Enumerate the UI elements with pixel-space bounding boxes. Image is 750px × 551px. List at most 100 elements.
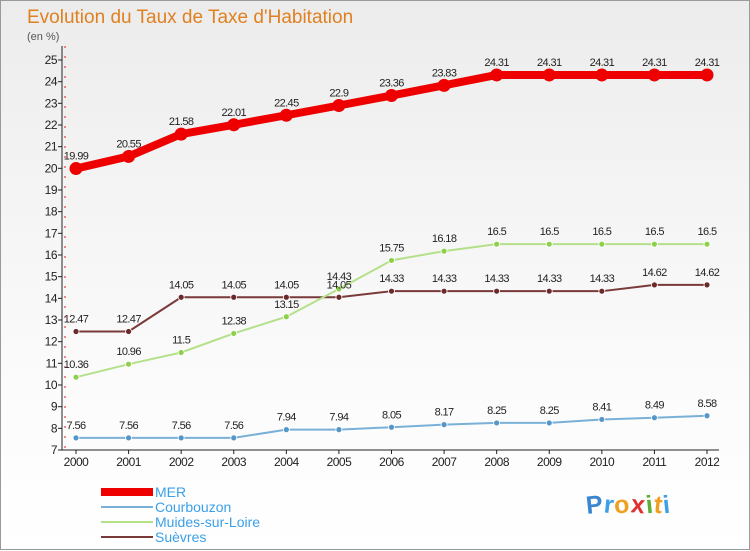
y-tick-label: 11 xyxy=(46,356,58,370)
x-tick-label: 2011 xyxy=(643,455,668,469)
data-point xyxy=(72,434,80,442)
data-point xyxy=(440,287,448,295)
data-label: 14.05 xyxy=(221,279,246,291)
data-point xyxy=(440,421,448,429)
data-label: 13.15 xyxy=(274,299,299,311)
data-point xyxy=(437,78,451,92)
data-label: 8.25 xyxy=(487,405,506,417)
y-tick-label: 16 xyxy=(45,248,58,262)
y-tick-label: 12 xyxy=(45,335,58,349)
data-point xyxy=(282,313,290,321)
y-tick-label: 8 xyxy=(51,421,58,435)
legend-swatch xyxy=(101,536,153,538)
data-label: 16.5 xyxy=(592,226,611,238)
data-point xyxy=(493,419,501,427)
series-line-muides-sur-loire xyxy=(75,243,708,379)
brand-letter: i xyxy=(661,490,673,520)
data-label: 12.47 xyxy=(64,313,89,325)
data-label: 24.31 xyxy=(484,57,509,69)
data-label: 14.62 xyxy=(642,267,667,279)
data-point xyxy=(177,434,185,442)
data-point xyxy=(595,68,609,82)
data-point xyxy=(230,434,238,442)
data-label: 14.05 xyxy=(327,279,352,291)
data-point xyxy=(598,416,606,423)
y-tick-label: 10 xyxy=(45,378,58,392)
data-point xyxy=(177,349,185,356)
data-point xyxy=(227,118,241,132)
chart-title: Evolution du Taux de Taxe d'Habitation xyxy=(27,7,354,28)
data-point xyxy=(335,293,343,301)
data-point xyxy=(72,373,80,381)
data-point xyxy=(703,412,711,420)
data-label: 7.56 xyxy=(66,420,85,432)
legend-label: Courbouzon xyxy=(155,499,232,515)
y-tick-label: 9 xyxy=(51,400,58,414)
y-tick-label: 18 xyxy=(45,205,58,219)
data-label: 14.05 xyxy=(169,279,194,291)
data-label: 11.5 xyxy=(172,335,191,347)
data-point xyxy=(335,426,343,434)
data-point xyxy=(230,330,238,337)
data-label: 10.96 xyxy=(116,346,141,358)
y-unit-label: (en %) xyxy=(27,31,60,43)
data-point xyxy=(282,293,290,301)
data-point xyxy=(122,149,136,163)
data-label: 22.01 xyxy=(221,107,246,119)
x-tick-label: 2004 xyxy=(274,455,300,469)
data-point xyxy=(651,281,658,289)
x-tick-label: 2010 xyxy=(589,455,615,469)
data-point xyxy=(703,240,711,248)
data-point xyxy=(125,360,132,368)
data-label: 20.55 xyxy=(116,138,141,150)
data-point xyxy=(279,108,293,122)
y-tick-label: 15 xyxy=(45,270,58,284)
data-label: 14.33 xyxy=(484,273,509,285)
data-point xyxy=(651,414,658,422)
data-point xyxy=(282,426,290,434)
data-label: 15.75 xyxy=(379,242,404,254)
data-point xyxy=(69,162,83,176)
y-tick-label: 22 xyxy=(45,118,58,132)
data-point xyxy=(651,240,658,248)
y-tick-label: 14 xyxy=(45,291,58,305)
data-point xyxy=(598,287,606,295)
y-tick-label: 17 xyxy=(45,226,58,240)
data-label: 22.9 xyxy=(329,88,348,100)
y-tick-label: 13 xyxy=(45,313,58,327)
data-label: 24.31 xyxy=(642,57,667,69)
legend-swatch xyxy=(101,506,153,508)
data-label: 23.83 xyxy=(432,67,457,79)
data-label: 12.38 xyxy=(221,315,246,327)
x-tick-label: 2009 xyxy=(537,455,563,469)
data-label: 12.47 xyxy=(116,313,141,325)
x-tick-label: 2007 xyxy=(432,455,458,469)
data-label: 22.45 xyxy=(274,97,299,109)
data-label: 7.56 xyxy=(119,420,138,432)
data-point xyxy=(230,293,238,301)
data-label: 8.49 xyxy=(645,400,664,412)
data-point xyxy=(335,285,343,293)
data-point xyxy=(440,247,448,255)
data-label: 10.36 xyxy=(64,359,89,371)
data-label: 16.18 xyxy=(432,233,457,245)
data-point xyxy=(647,68,661,82)
data-point xyxy=(125,434,132,442)
data-label: 23.36 xyxy=(379,78,404,90)
data-label: 8.05 xyxy=(382,409,401,421)
data-point xyxy=(545,240,553,248)
data-label: 24.31 xyxy=(537,57,562,69)
data-label: 8.17 xyxy=(435,407,454,419)
data-label: 14.33 xyxy=(590,273,615,285)
x-tick-label: 2006 xyxy=(379,455,405,469)
data-label: 7.56 xyxy=(172,420,191,432)
data-label: 16.5 xyxy=(645,226,664,238)
y-tick-label: 7 xyxy=(51,443,58,457)
data-point xyxy=(388,423,395,431)
x-tick-label: 2001 xyxy=(116,455,142,469)
data-point xyxy=(72,328,80,335)
data-label: 16.5 xyxy=(487,226,506,238)
data-label: 21.58 xyxy=(169,116,194,128)
data-label: 14.05 xyxy=(274,279,299,291)
